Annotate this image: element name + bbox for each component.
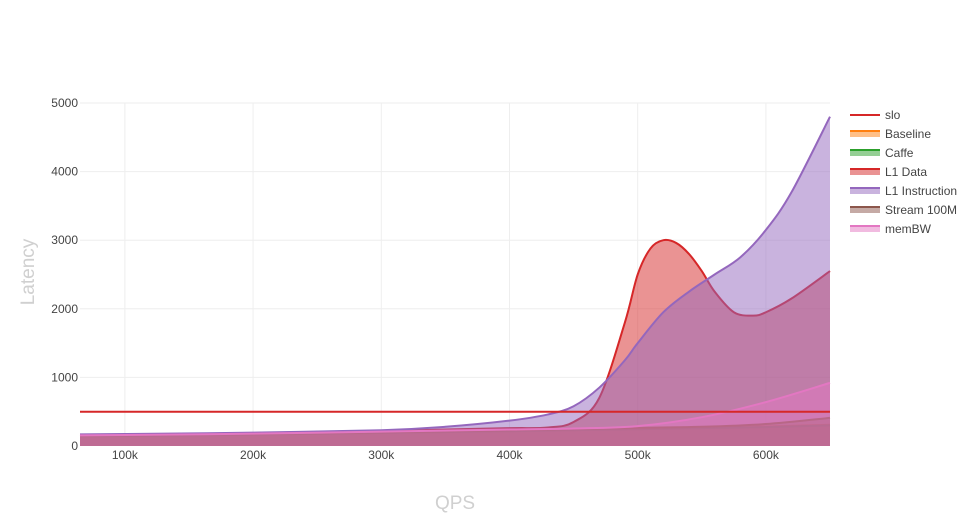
- legend-label: slo: [885, 108, 901, 122]
- area-membw: [80, 382, 830, 446]
- legend-swatch: [850, 131, 880, 137]
- legend-item-l1-instruction[interactable]: L1 Instruction: [850, 184, 957, 198]
- x-tick-label: 100k: [112, 448, 139, 462]
- legend-swatch: [850, 150, 880, 156]
- y-axis-title: Latency: [18, 238, 39, 305]
- x-axis: 100k 200k 300k 400k 500k 600k: [112, 448, 780, 462]
- legend-item-l1-data[interactable]: L1 Data: [850, 165, 927, 179]
- legend-label: Baseline: [885, 127, 931, 141]
- y-tick-label: 5000: [51, 96, 78, 110]
- x-tick-label: 500k: [625, 448, 652, 462]
- legend-label: memBW: [885, 222, 932, 236]
- legend-item-stream-100m[interactable]: Stream 100M: [850, 203, 957, 217]
- y-tick-label: 4000: [51, 165, 78, 179]
- line-l1-instruction: [79, 116, 831, 436]
- legend-item-caffe[interactable]: Caffe: [850, 146, 914, 160]
- area-l1-instruction: [80, 116, 830, 446]
- y-tick-label: 1000: [51, 370, 78, 384]
- x-tick-label: 400k: [496, 448, 523, 462]
- legend-label: Stream 100M: [885, 203, 957, 217]
- x-tick-label: 600k: [753, 448, 780, 462]
- legend-item-membw[interactable]: memBW: [850, 222, 932, 236]
- legend-label: Caffe: [885, 146, 914, 160]
- legend-swatch: [850, 226, 880, 232]
- x-tick-label: 300k: [368, 448, 395, 462]
- y-tick-label: 0: [71, 439, 78, 453]
- y-axis: 0 1000 2000 3000 4000 5000: [51, 96, 78, 453]
- legend[interactable]: slo Baseline Caffe L1 Data L1 Instruction Str…: [850, 108, 957, 236]
- legend-swatch: [850, 207, 880, 213]
- legend-item-baseline[interactable]: Baseline: [850, 127, 931, 141]
- legend-item-slo[interactable]: slo: [850, 108, 901, 122]
- legend-label: L1 Data: [885, 165, 927, 179]
- y-tick-label: 2000: [51, 302, 78, 316]
- series-areas: [79, 116, 831, 446]
- x-axis-title: QPS: [435, 493, 475, 514]
- legend-swatch: [850, 169, 880, 175]
- y-tick-label: 3000: [51, 233, 78, 247]
- x-tick-label: 200k: [240, 448, 267, 462]
- legend-label: L1 Instruction: [885, 184, 957, 198]
- legend-swatch: [850, 188, 880, 194]
